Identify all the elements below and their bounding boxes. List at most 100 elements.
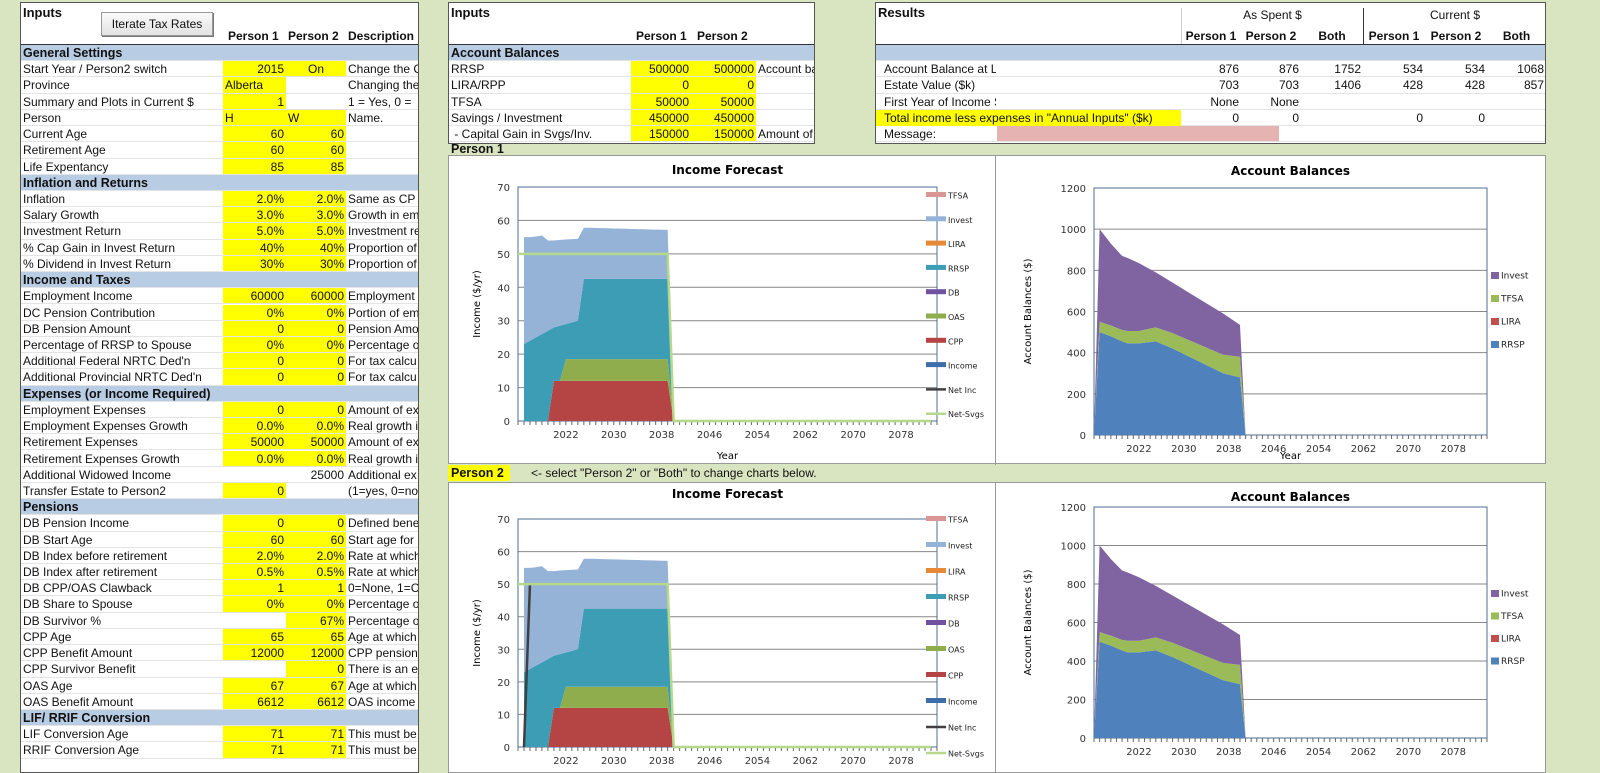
person2-value[interactable]: 67% xyxy=(286,612,346,628)
person1-value[interactable]: 0.0% xyxy=(223,450,286,466)
person2-value[interactable]: 60 xyxy=(286,142,346,158)
area-tfsa xyxy=(1094,321,1246,435)
person1-value[interactable]: 71 xyxy=(223,742,286,758)
chart-title: Income Forecast xyxy=(672,487,784,501)
person1-value[interactable]: 50000 xyxy=(631,93,691,109)
person2-value[interactable]: 150000 xyxy=(691,126,756,142)
row-label: Estate Value ($k) xyxy=(884,78,976,93)
person2-selector[interactable]: Person 2 xyxy=(448,465,510,481)
person1-value[interactable] xyxy=(223,467,286,482)
person1-value[interactable]: 71 xyxy=(223,726,286,742)
person1-value[interactable]: 60000 xyxy=(223,288,286,304)
person1-value[interactable]: 0% xyxy=(223,596,286,612)
person1-value[interactable]: 1 xyxy=(223,93,286,109)
person2-value[interactable]: 3.0% xyxy=(286,207,346,223)
person2-value[interactable]: 85 xyxy=(286,158,346,174)
legend-label: LIRA xyxy=(1501,318,1522,328)
person2-value[interactable]: W xyxy=(286,109,346,126)
person2-value[interactable]: 25000 xyxy=(310,467,344,482)
person1-value[interactable]: 150000 xyxy=(631,126,691,142)
area-invest xyxy=(1094,229,1246,435)
person2-value[interactable] xyxy=(286,77,346,92)
person2-value[interactable]: 6612 xyxy=(286,693,346,709)
legend-label: OAS xyxy=(948,646,965,655)
person2-value[interactable]: 40% xyxy=(286,239,346,255)
person1-value[interactable]: 0 xyxy=(223,515,286,531)
person1-value[interactable]: 30% xyxy=(223,255,286,272)
person1-value[interactable]: 1 xyxy=(223,580,286,596)
person2-value[interactable]: 12000 xyxy=(286,645,346,661)
person1-value[interactable]: 2.0% xyxy=(223,190,286,207)
person2-value[interactable]: 60000 xyxy=(286,288,346,304)
person2-value[interactable]: 65 xyxy=(286,628,346,645)
row-description: Changing the xyxy=(348,78,418,93)
person1-value[interactable] xyxy=(223,661,286,676)
person2-value[interactable]: 50000 xyxy=(286,434,346,450)
person1-value[interactable]: 67 xyxy=(223,677,286,693)
person2-value[interactable]: 0 xyxy=(691,77,756,93)
person2-value[interactable]: 67 xyxy=(286,677,346,693)
person2-value[interactable]: 0.5% xyxy=(286,564,346,580)
person1-value[interactable]: 0% xyxy=(223,336,286,353)
input-row: DB Start Age 60 60 Start age for xyxy=(21,531,418,548)
person2-value[interactable]: 2.0% xyxy=(286,547,346,563)
person1-value[interactable]: 0 xyxy=(223,320,286,336)
person1-value[interactable]: 0 xyxy=(223,482,286,499)
person1-value[interactable]: 65 xyxy=(223,628,286,645)
person1-value[interactable]: 450000 xyxy=(631,109,691,125)
person1-value[interactable]: 5.0% xyxy=(223,223,286,239)
person2-value[interactable]: 500000 xyxy=(691,61,756,77)
person2-value[interactable]: On xyxy=(286,61,346,77)
person2-value[interactable]: 0 xyxy=(286,515,346,531)
person2-value[interactable]: 0 xyxy=(286,401,346,418)
person1-value[interactable]: 6612 xyxy=(223,693,286,709)
person1-value[interactable]: 50000 xyxy=(223,434,286,450)
person2-value[interactable]: 450000 xyxy=(691,109,756,125)
person1-value[interactable]: 0.5% xyxy=(223,564,286,580)
person2-value[interactable]: 71 xyxy=(286,742,346,758)
person2-value[interactable]: 0.0% xyxy=(286,418,346,434)
person2-value[interactable]: 1 xyxy=(286,580,346,596)
person2-value[interactable]: 60 xyxy=(286,531,346,547)
person1-value[interactable]: 0 xyxy=(631,77,691,93)
person2-value[interactable]: 2.0% xyxy=(286,190,346,207)
person2-value[interactable] xyxy=(286,483,346,498)
person1-value[interactable] xyxy=(223,613,286,628)
person2-value[interactable]: 0 xyxy=(286,369,346,385)
person2-value[interactable]: 30% xyxy=(286,255,346,272)
person2-value[interactable]: 0% xyxy=(286,596,346,612)
x-tick-label: 2070 xyxy=(1396,444,1421,455)
person2-value[interactable]: 0 xyxy=(286,661,346,677)
person2-value[interactable]: 0 xyxy=(286,320,346,336)
person1-value[interactable]: 0 xyxy=(223,353,286,369)
person2-value[interactable]: 71 xyxy=(286,726,346,742)
person1-value[interactable]: 2.0% xyxy=(223,547,286,563)
person2-value[interactable]: 0% xyxy=(286,336,346,353)
person2-value[interactable]: 50000 xyxy=(691,93,756,109)
person1-value[interactable]: Alberta xyxy=(223,77,286,93)
person1-value[interactable]: 60 xyxy=(223,142,286,158)
person1-value[interactable]: 60 xyxy=(223,126,286,142)
person1-value[interactable]: 0% xyxy=(223,304,286,320)
person1-value[interactable]: 0 xyxy=(223,369,286,385)
person2-value[interactable]: 0 xyxy=(286,353,346,369)
person1-value[interactable]: 2015 xyxy=(223,61,286,77)
row-description: Age at which xyxy=(348,629,417,644)
iterate-tax-rates-button[interactable]: Iterate Tax Rates xyxy=(101,12,213,36)
person2-value[interactable] xyxy=(286,94,346,109)
person1-value[interactable]: 0.0% xyxy=(223,418,286,434)
person1-value[interactable]: 40% xyxy=(223,239,286,255)
person1-value[interactable]: 3.0% xyxy=(223,207,286,223)
person1-value[interactable]: 500000 xyxy=(631,61,691,77)
person1-value[interactable]: 12000 xyxy=(223,645,286,661)
person1-value[interactable]: 60 xyxy=(223,531,286,547)
results-col-header: Person 1 xyxy=(1185,29,1237,43)
person2-value[interactable]: 0% xyxy=(286,304,346,320)
person1-value[interactable]: H xyxy=(223,109,286,126)
person1-value[interactable]: 85 xyxy=(223,158,286,174)
person2-value[interactable]: 0.0% xyxy=(286,450,346,466)
person2-value[interactable]: 5.0% xyxy=(286,223,346,239)
person2-value[interactable]: 60 xyxy=(286,126,346,142)
person1-value[interactable]: 0 xyxy=(223,401,286,418)
section-header: Inflation and Returns xyxy=(21,174,418,191)
